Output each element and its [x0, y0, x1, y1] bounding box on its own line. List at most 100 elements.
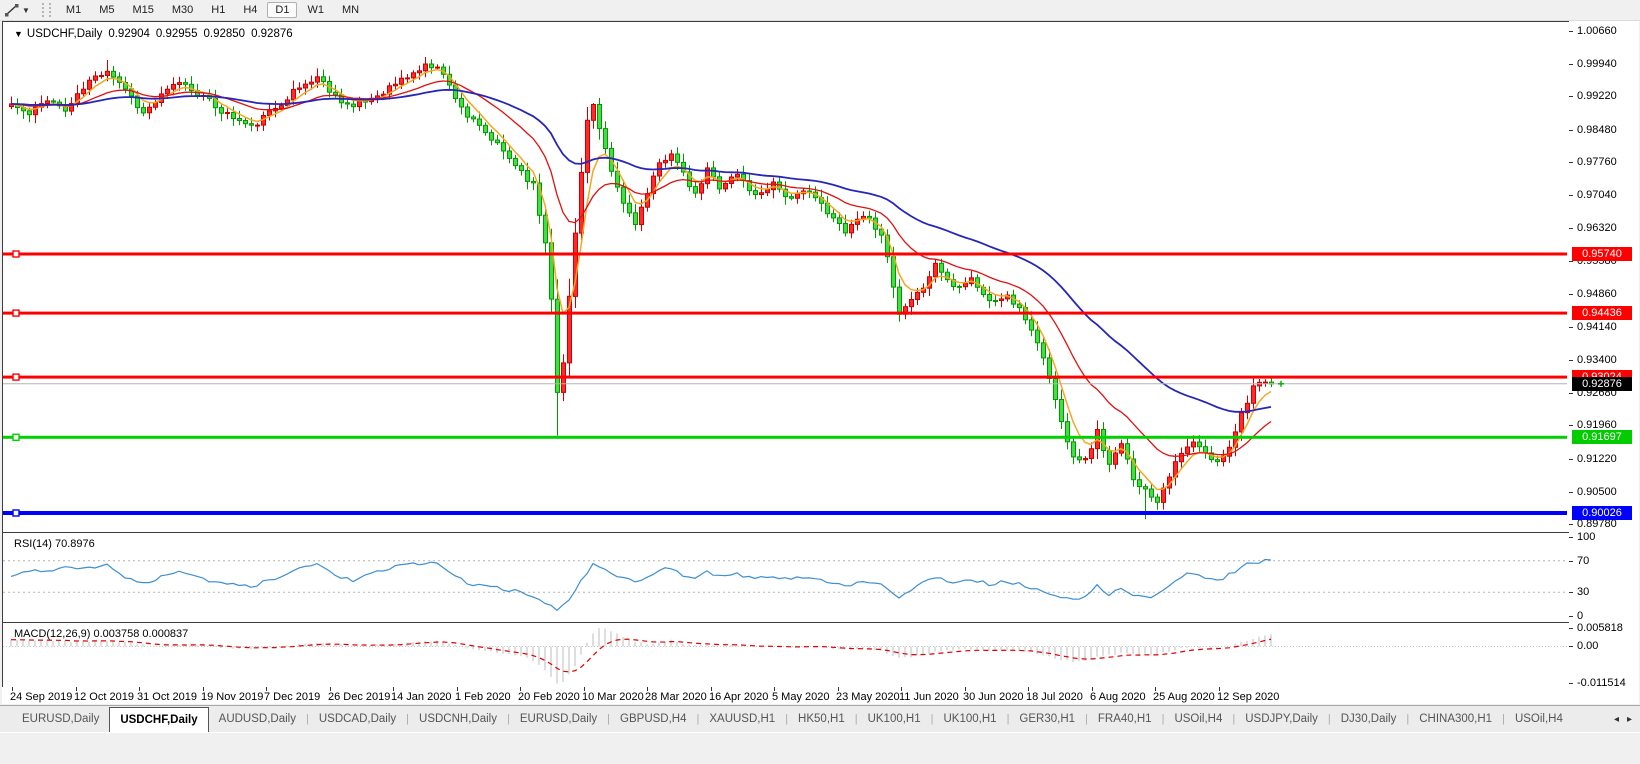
tab-divider: |: [930, 713, 934, 725]
timeframe-button-m1[interactable]: M1: [65, 3, 82, 16]
tab-divider: |: [854, 713, 858, 725]
date-tick: [965, 687, 966, 691]
chart-open: 0.92904: [108, 28, 150, 40]
macd-tick-label: 0.005818: [1577, 622, 1623, 634]
date-axis[interactable]: 24 Sep 2019 12 Oct 2019 31 Oct 2019 19 N…: [2, 687, 1639, 704]
tab-divider: |: [785, 713, 789, 725]
chart-tab-uk100-h1[interactable]: UK100,H1: [867, 713, 921, 725]
price-tick-label: 0.89780: [1577, 518, 1617, 530]
price-tick-label: 0.94140: [1577, 321, 1617, 333]
rsi-panel[interactable]: RSI(14) 70.8976: [2, 532, 1570, 624]
toolbar-grip[interactable]: [41, 3, 51, 17]
price-tick-label: 0.99220: [1577, 90, 1617, 102]
price-tick-label: 0.94860: [1577, 288, 1617, 300]
line-handle[interactable]: [12, 250, 20, 258]
chart-tab-uk100-h1[interactable]: UK100,H1: [943, 713, 997, 725]
chart-tab-ger30-h1[interactable]: GER30,H1: [1019, 713, 1076, 725]
chart-tab-audusd-daily[interactable]: AUDUSD,Daily: [218, 713, 296, 725]
cursor-tool-icon[interactable]: [4, 3, 20, 17]
line-handle[interactable]: [12, 373, 20, 381]
tab-divider: |: [1406, 713, 1410, 725]
chart-tab-china300-h1[interactable]: CHINA300,H1: [1419, 713, 1493, 725]
chart-tab-dj30-daily[interactable]: DJ30,Daily: [1340, 713, 1397, 725]
timeframe-button-m5[interactable]: M5: [99, 3, 115, 16]
chart-tab-usdcnh-daily[interactable]: USDCNH,Daily: [419, 713, 497, 725]
price-tick: [1569, 393, 1573, 394]
chart-tab-bar: EURUSD,Daily USDCHF,Daily AUDUSD,Daily | USD…: [0, 705, 1640, 732]
timeframe-button-d1[interactable]: D1: [267, 1, 298, 18]
price-tick: [1569, 524, 1573, 525]
timeframe-button-m30[interactable]: M30: [171, 3, 194, 16]
rsi-chart[interactable]: [3, 533, 1567, 621]
chart-tab-eurusd-daily[interactable]: EURUSD,Daily: [519, 713, 598, 725]
tab-divider: |: [1161, 713, 1165, 725]
chart-dropdown-icon[interactable]: ▼: [14, 29, 23, 39]
date-tick: [203, 687, 204, 691]
chart-tab-usdjpy-daily[interactable]: USDJPY,Daily: [1245, 713, 1318, 725]
chart-tab-usdchf-daily[interactable]: USDCHF,Daily: [109, 707, 209, 732]
price-axis[interactable]: 1.00660 0.99940 0.99220 0.98480 0.97760 …: [1569, 21, 1639, 704]
price-badge-0.94436: 0.94436: [1572, 306, 1632, 320]
chart-tab-usoil-h4[interactable]: USOil,H4: [1174, 713, 1223, 725]
date-tick: [711, 687, 712, 691]
hline-resistance-0.95740[interactable]: [3, 252, 1567, 256]
tab-divider: |: [1006, 713, 1010, 725]
price-tick-label: 0.97040: [1577, 189, 1617, 201]
tab-scroll-left-icon[interactable]: ◂: [1613, 713, 1619, 725]
chart-tab-hk50-h1[interactable]: HK50,H1: [798, 713, 845, 725]
last-price-marker: [1278, 380, 1284, 387]
price-tick-label: 0.96320: [1577, 222, 1617, 234]
timeframe-button-w1[interactable]: W1: [307, 3, 324, 16]
macd-tick-label: -0.011514: [1577, 677, 1626, 689]
line-handle[interactable]: [12, 309, 20, 317]
chart-title: ▼ USDCHF,Daily 0.92904 0.92955 0.92850 0.9287…: [14, 28, 293, 40]
status-strip: [0, 732, 1640, 764]
date-label: 5 May 2020: [772, 691, 830, 703]
date-label: 25 Aug 2020: [1153, 691, 1215, 703]
macd-panel[interactable]: MACD(12,26,9) 0.003758 0.000837: [2, 622, 1570, 688]
hline-resistance-0.93024[interactable]: [3, 375, 1567, 379]
date-label: 28 Mar 2020: [645, 691, 707, 703]
chart-tab-eurusd-daily[interactable]: EURUSD,Daily: [22, 713, 100, 725]
line-handle[interactable]: [12, 509, 20, 517]
chart-tab-usdcad-daily[interactable]: USDCAD,Daily: [318, 713, 397, 725]
price-tick: [1569, 228, 1573, 229]
timeframe-button-mn[interactable]: MN: [341, 3, 360, 16]
hline-resistance-0.94436[interactable]: [3, 311, 1567, 315]
timeframe-button-h1[interactable]: H1: [211, 3, 226, 16]
tool-dropdown-icon[interactable]: ▼: [22, 5, 30, 15]
date-label: 14 Jan 2020: [391, 691, 452, 703]
rsi-tick: [1569, 592, 1573, 593]
chart-tab-gbpusd-h4[interactable]: GBPUSD,H4: [620, 713, 687, 725]
tab-scroll-right-icon[interactable]: ▸: [1626, 713, 1632, 725]
price-tick: [1569, 327, 1573, 328]
timeframe-button-h4[interactable]: H4: [243, 3, 258, 16]
timeframe-button-m15[interactable]: M15: [132, 3, 154, 16]
macd-tick-label: 0.00: [1577, 640, 1599, 652]
price-tick-label: 0.93400: [1577, 354, 1617, 366]
chart-tab-xauusd-h1[interactable]: XAUUSD,H1: [709, 713, 776, 725]
candlestick-chart[interactable]: [3, 22, 1567, 530]
hline-support-0.90026[interactable]: [3, 511, 1567, 515]
chart-tab-usoil-h4[interactable]: USOil,H4: [1514, 713, 1563, 725]
rsi-label: RSI(14) 70.8976: [14, 538, 95, 550]
date-tick: [330, 687, 331, 691]
macd-chart[interactable]: [3, 623, 1567, 685]
tab-divider: |: [1327, 713, 1331, 725]
rsi-line: [10, 558, 1272, 612]
price-tick-label: 0.90500: [1577, 486, 1617, 498]
date-tick: [12, 687, 13, 691]
date-tick: [1092, 687, 1093, 691]
price-tick-label: 0.97760: [1577, 156, 1617, 168]
date-label: 18 Jul 2020: [1026, 691, 1083, 703]
price-tick-label: 0.91960: [1577, 419, 1617, 431]
hline-support-0.91697[interactable]: [3, 435, 1567, 439]
rsi-tick-label: 100: [1577, 531, 1596, 543]
price-tick-label: 0.91220: [1577, 453, 1617, 465]
tab-divider: |: [1502, 713, 1505, 725]
price-tick: [1569, 162, 1573, 163]
line-handle[interactable]: [12, 433, 20, 441]
date-tick: [1219, 687, 1220, 691]
price-chart-panel[interactable]: ▼ USDCHF,Daily 0.92904 0.92955 0.92850 0.9287…: [2, 21, 1570, 533]
chart-tab-fra40-h1[interactable]: FRA40,H1: [1097, 713, 1152, 725]
